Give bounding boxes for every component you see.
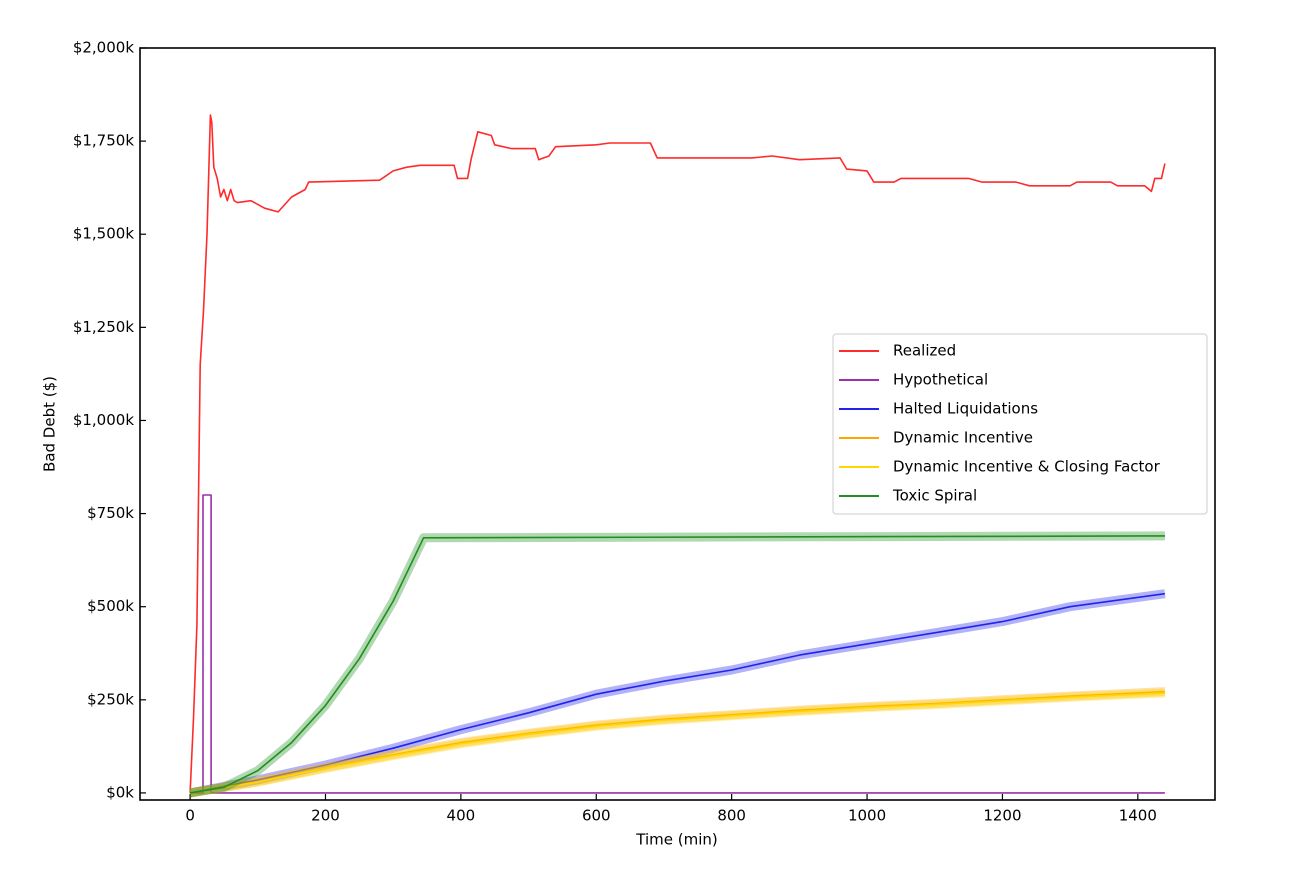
- series-band: [189, 687, 1166, 798]
- y-tick-label: $1,250k: [73, 318, 134, 336]
- plot-frame: [139, 47, 1216, 801]
- legend-label: Dynamic Incentive: [893, 429, 1033, 447]
- x-tick-label: 1000: [848, 807, 886, 825]
- legend-label: Halted Liquidations: [893, 400, 1038, 418]
- x-tick-label: 1400: [1119, 807, 1157, 825]
- x-tick-label: 200: [311, 807, 340, 825]
- x-tick-label: 400: [447, 807, 476, 825]
- legend-label: Realized: [893, 342, 956, 360]
- series-line: [190, 494, 1165, 794]
- series-band: [189, 688, 1166, 798]
- series-line: [189, 114, 1166, 793]
- x-tick-label: 600: [582, 807, 611, 825]
- y-tick-label: $500k: [87, 597, 134, 615]
- series-line: [189, 535, 1165, 794]
- series-line: [189, 690, 1165, 794]
- y-tick-label: $1,000k: [73, 411, 134, 429]
- x-tick-label: 0: [185, 807, 195, 825]
- series-band: [189, 531, 1165, 798]
- legend-box: [832, 333, 1208, 515]
- legend-label: Hypothetical: [893, 371, 988, 389]
- y-tick-label: $750k: [87, 504, 134, 522]
- x-tick-label: 1200: [983, 807, 1021, 825]
- y-tick-label: $1,750k: [73, 132, 134, 150]
- x-axis-label: Time (min): [635, 831, 717, 849]
- y-tick-label: $2,000k: [73, 39, 134, 57]
- x-tick-label: 800: [717, 807, 746, 825]
- legend-label: Toxic Spiral: [892, 487, 977, 505]
- y-tick-label: $0k: [106, 783, 134, 801]
- legend-label: Dynamic Incentive & Closing Factor: [893, 458, 1161, 476]
- y-axis-label: Bad Debt ($): [41, 376, 59, 472]
- y-tick-label: $1,500k: [73, 225, 134, 243]
- y-tick-label: $250k: [87, 690, 134, 708]
- series-line: [189, 692, 1165, 794]
- series-line: [189, 592, 1166, 794]
